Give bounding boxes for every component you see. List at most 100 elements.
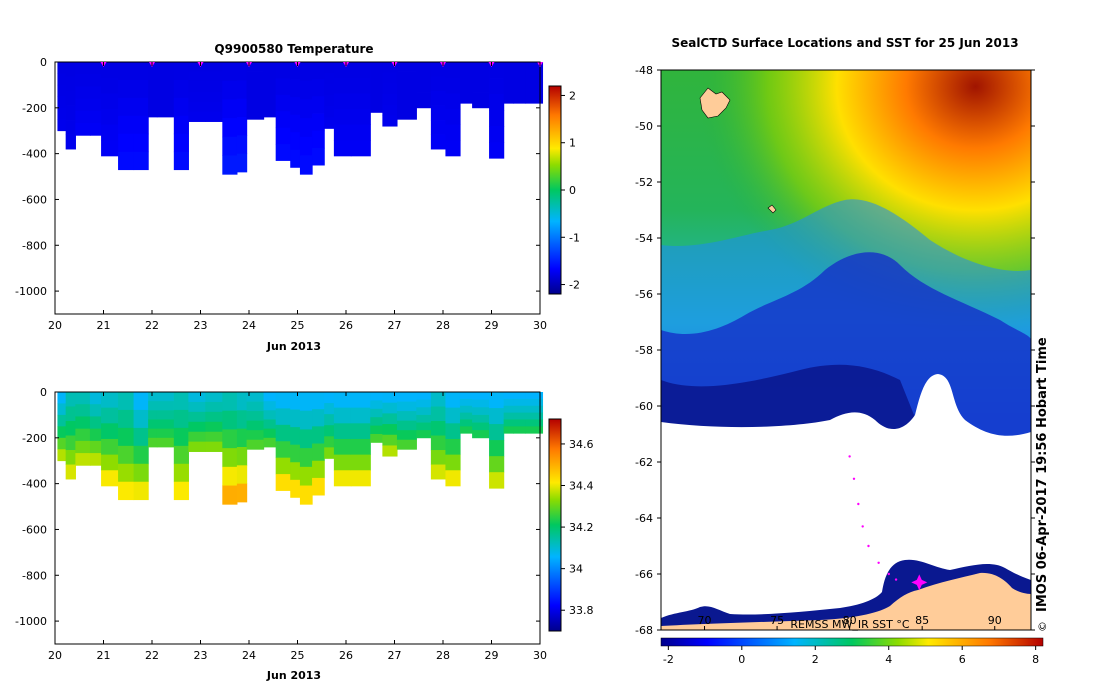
temperature-cell (205, 71, 223, 83)
sst-map-panel: SealCTD Surface Locations and SST for 25… (635, 36, 1050, 666)
temperature-cell (396, 90, 417, 101)
salinity-cell (312, 443, 325, 462)
salinity-xtick-label: 21 (97, 649, 111, 662)
temperature-cell (222, 62, 238, 82)
map-ytick-label: -62 (635, 456, 653, 469)
temperature-cell (205, 111, 223, 122)
temperature-cell (173, 62, 189, 81)
temperature-cell (148, 98, 158, 109)
temperature-cell (222, 155, 238, 175)
temperature-cell (370, 62, 383, 71)
temperature-cell (324, 106, 335, 118)
temperature-cell (101, 77, 119, 94)
salinity-cell (118, 409, 135, 429)
salinity-cell (89, 428, 102, 442)
temperature-cell (263, 62, 277, 72)
sst-colorbar-tick-label: 6 (959, 653, 966, 666)
salinity-cell (222, 410, 238, 430)
temperature-cell (299, 80, 313, 100)
salinity-cell (416, 399, 432, 408)
temperature-xtick-label: 28 (436, 319, 450, 332)
salinity-cell (489, 472, 505, 489)
salinity-cell (156, 410, 175, 420)
temperature-cell (312, 113, 325, 132)
salinity-cell (205, 392, 223, 403)
temperature-cell (75, 123, 91, 136)
salinity-cell (275, 441, 291, 459)
salinity-cell (299, 485, 313, 505)
temperature-colorbar-ticks: -2 -1 0 1 2 (561, 89, 580, 292)
temperature-cell (275, 94, 291, 112)
salinity-cell (290, 392, 301, 410)
track-point (894, 578, 898, 581)
temperature-cell (156, 107, 175, 118)
salinity-cell (89, 453, 102, 466)
temperature-cell (118, 133, 135, 153)
salinity-cell (236, 410, 248, 430)
salinity-cell (89, 440, 102, 454)
salinity-cell (472, 407, 490, 416)
temperature-cell (525, 82, 544, 90)
salinity-ytick-label: -800 (22, 569, 47, 582)
salinity-cell (350, 423, 371, 440)
map-ytick-label: -52 (635, 176, 653, 189)
temperature-cell (89, 74, 102, 87)
temperature-cell (133, 133, 149, 153)
salinity-cell (513, 426, 527, 434)
temperature-cell (350, 77, 371, 94)
sst-colorbar-tick-label: -2 (663, 653, 674, 666)
temperature-cell (173, 151, 189, 171)
temperature-cell (459, 68, 473, 77)
temperature-cell (525, 96, 544, 104)
salinity-cell (101, 423, 119, 440)
salinity-cell (133, 445, 149, 465)
kerguelen-island (699, 87, 731, 119)
temperature-cell (513, 62, 527, 70)
map-xtick-label: 90 (988, 614, 1002, 627)
temperature-cell (57, 73, 67, 86)
salinity-cell (396, 401, 417, 412)
salinity-cell (205, 441, 223, 452)
salinity-cell (416, 422, 432, 431)
temperature-cell (416, 92, 432, 101)
salinity-cell (333, 438, 352, 456)
temperature-cell (156, 89, 175, 100)
salinity-cell (118, 445, 135, 465)
salinity-cell (148, 410, 158, 420)
salinity-xtick-label: 30 (533, 649, 547, 662)
salinity-cell (246, 439, 265, 450)
salinity-cell (263, 428, 277, 439)
salinity-cell (173, 427, 189, 447)
salinity-cell (101, 438, 119, 456)
salinity-cell (333, 423, 352, 440)
temperature-cell (188, 62, 206, 73)
temperature-cell (290, 149, 301, 168)
salinity-cell (503, 426, 514, 434)
salinity-cell (333, 470, 352, 487)
salinity-cell (263, 410, 277, 420)
sst-colorbar-tick-label: 4 (885, 653, 892, 666)
temperature-cell (101, 140, 119, 157)
salinity-cell (65, 464, 76, 480)
temperature-ytick-label: -400 (22, 148, 47, 161)
salinity-colorbar-tick-label: 34.4 (569, 480, 594, 493)
track-point (877, 561, 880, 564)
temperature-cell (503, 75, 514, 84)
temperature-cell (89, 86, 102, 100)
salinity-cell (156, 392, 175, 402)
salinity-cell (459, 392, 473, 400)
temperature-cell (75, 98, 91, 112)
temperature-cell (459, 82, 473, 90)
salinity-cell (148, 401, 158, 411)
temperature-cell (133, 115, 149, 135)
map-title: SealCTD Surface Locations and SST for 25… (671, 36, 1018, 50)
salinity-cell (156, 428, 175, 439)
temperature-cell (299, 118, 313, 138)
temperature-cell (324, 73, 335, 85)
salinity-cell (324, 403, 335, 415)
salinity-cell (503, 392, 514, 400)
temperature-cell (445, 93, 461, 110)
map-ytick-label: -64 (635, 512, 653, 525)
temperature-cell (263, 98, 277, 109)
salinity-cell (513, 392, 527, 400)
